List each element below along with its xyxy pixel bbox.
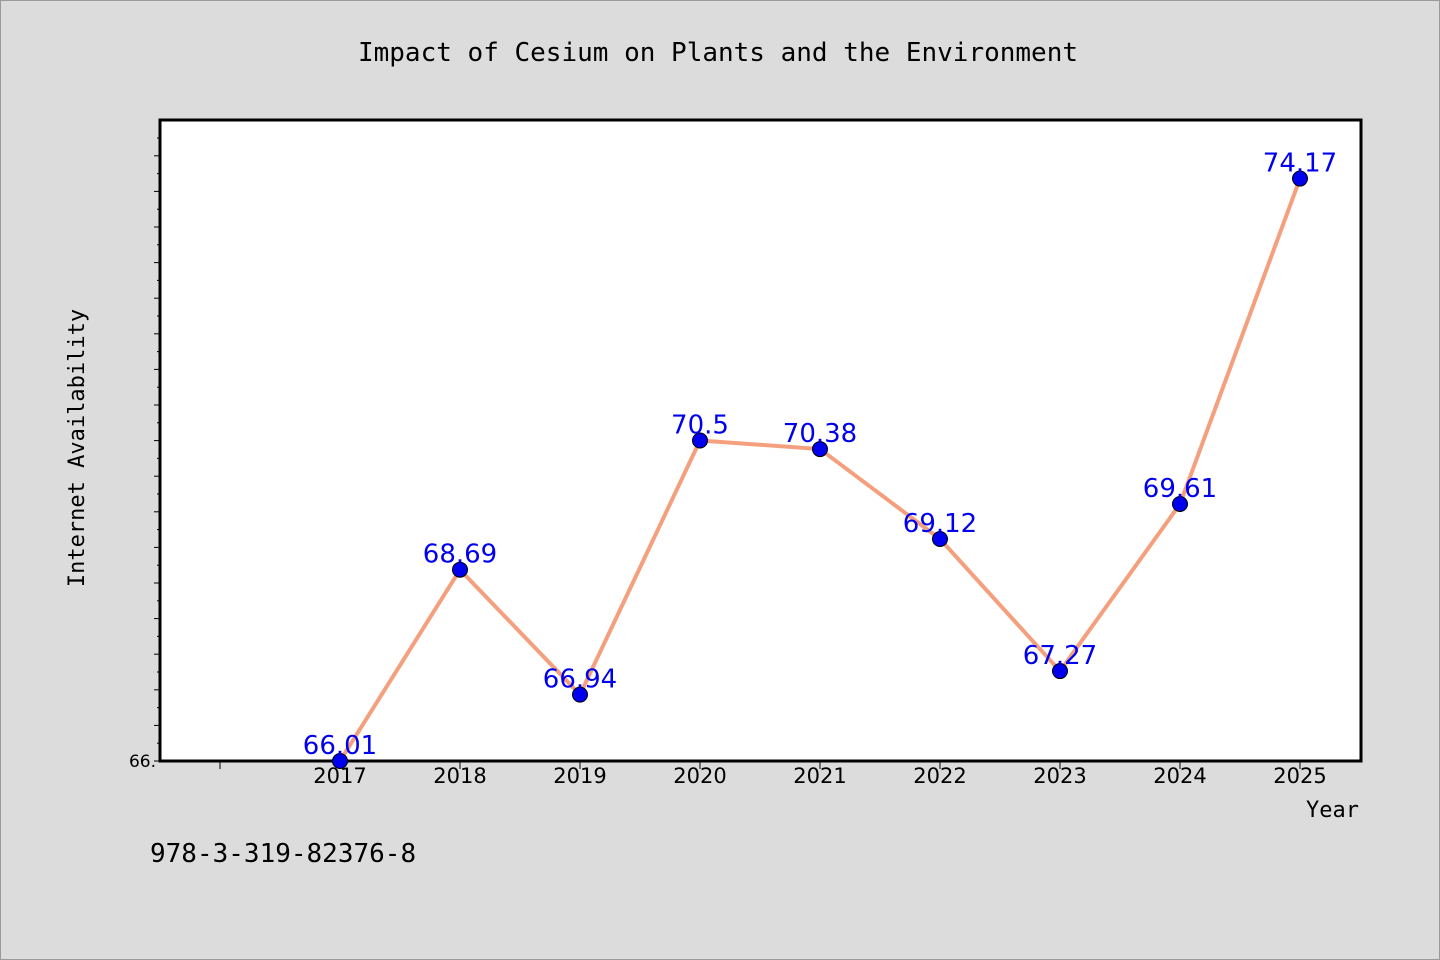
x-axis-label: Year [1306, 798, 1359, 823]
data-label: 69.61 [1143, 474, 1217, 504]
data-labels-group: 66.01 68.69 66.94 70.5 70.38 69.12 67.27 69.61 7… [303, 149, 1337, 761]
chart-title: Impact of Cesium on Plants and the Envir… [358, 38, 1078, 68]
data-point [932, 531, 948, 548]
y-tick-label: 66. [129, 752, 156, 772]
data-point [812, 441, 828, 458]
x-tick-label: 2019 [553, 764, 606, 788]
x-axis-ticks: 2017 2018 2019 2020 2021 2022 2023 2024 2025 [219, 761, 1327, 788]
y-axis-label: Internet Availability [65, 309, 90, 587]
y-axis-ticks [154, 137, 160, 762]
data-point [1292, 170, 1308, 187]
x-tick-label: 2024 [1153, 764, 1206, 788]
isbn-footer: 978-3-319-82376-8 [150, 839, 416, 869]
data-point [452, 561, 468, 578]
data-label: 74.17 [1263, 149, 1337, 179]
x-tick-label: 2025 [1273, 764, 1326, 788]
data-point [1172, 496, 1188, 513]
data-label: 70.5 [671, 411, 729, 441]
data-label: 67.27 [1023, 641, 1097, 671]
data-label: 66.94 [543, 665, 617, 695]
data-label: 70.38 [783, 419, 857, 449]
data-point [332, 753, 348, 769]
x-tick-label: 2021 [793, 764, 846, 788]
plot-area [158, 118, 1363, 763]
data-point [1052, 663, 1068, 680]
data-label: 68.69 [423, 540, 497, 570]
x-tick-label: 2018 [433, 764, 486, 788]
x-tick-label: 2020 [673, 764, 726, 788]
data-label: 66.01 [303, 731, 377, 761]
x-tick-label: 2023 [1033, 764, 1086, 788]
data-label: 69.12 [903, 509, 977, 539]
x-tick-label: 2022 [913, 764, 966, 788]
series-group [332, 170, 1308, 769]
data-point [692, 432, 708, 449]
data-point [572, 686, 588, 703]
